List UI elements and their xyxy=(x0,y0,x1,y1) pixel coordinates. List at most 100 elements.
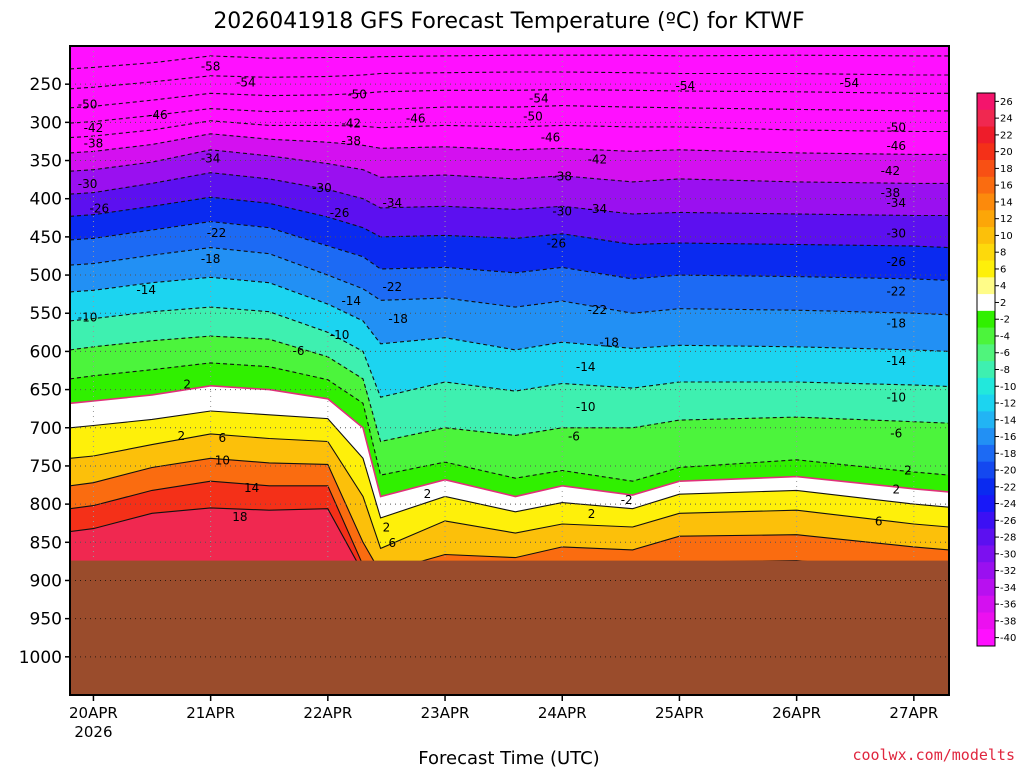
colorbar-label: 2 xyxy=(1000,298,1006,309)
colorbar-swatch xyxy=(977,109,995,127)
contour-label: -38 xyxy=(881,186,901,200)
colorbar-swatch xyxy=(977,327,995,345)
colorbar-swatch xyxy=(977,612,995,630)
colorbar-swatch xyxy=(977,93,995,111)
contour-label: 2 xyxy=(383,521,391,535)
colorbar: 26 24 22 20 18 16 14 12 10 8 6 4 2 -2 -4 -6 -8 -10 -12 -14 -… xyxy=(976,92,1016,647)
y-tick-label: 750 xyxy=(30,457,62,477)
colorbar-swatch xyxy=(977,578,995,597)
x-year-label: 2026 xyxy=(74,723,112,741)
x-tick-label: 21APR xyxy=(186,704,235,722)
contour-label: -42 xyxy=(84,121,104,135)
contour-label: -50 xyxy=(347,88,367,102)
contour-label: 2 xyxy=(904,463,912,477)
contour-label: -38 xyxy=(84,136,104,150)
contour-label: -50 xyxy=(886,120,906,134)
colorbar-label: -22 xyxy=(1000,482,1016,493)
x-tick-label: 25APR xyxy=(655,704,704,722)
colorbar-swatch xyxy=(977,361,995,379)
x-tick-label: 20APR xyxy=(69,704,118,722)
isotherm--6 xyxy=(70,335,949,443)
colorbar-label: -34 xyxy=(1000,583,1016,594)
colorbar-label: -28 xyxy=(1000,533,1016,544)
contour-label: -34 xyxy=(588,202,608,216)
colorbar-label: 22 xyxy=(1000,130,1013,141)
contour-label: -50 xyxy=(523,110,543,124)
y-tick-label: 950 xyxy=(30,610,62,630)
colorbar-label: 16 xyxy=(1000,181,1013,192)
contour-label: -6 xyxy=(293,344,305,358)
y-tick-label: 650 xyxy=(30,381,62,401)
contour-label: 18 xyxy=(232,510,247,524)
contour-label: -22 xyxy=(207,226,227,240)
y-tick-label: 450 xyxy=(30,228,62,248)
contour-label: -10 xyxy=(330,328,350,342)
contour-label: -22 xyxy=(886,285,906,299)
contour-label: -10 xyxy=(78,311,98,325)
contour-label: -18 xyxy=(388,312,408,326)
isotherm--34 xyxy=(70,149,949,184)
contour-label: -30 xyxy=(78,177,98,191)
contour-label: -46 xyxy=(406,111,426,125)
contour-label: 2 xyxy=(178,429,186,443)
contour-label: 6 xyxy=(875,514,883,528)
isotherm--26 xyxy=(70,196,949,249)
colorbar-label: -32 xyxy=(1000,566,1016,577)
y-tick-label: 550 xyxy=(30,304,62,324)
colorbar-swatch xyxy=(977,176,995,194)
contour-label: -14 xyxy=(576,360,596,374)
contour-label: 2 xyxy=(588,507,596,521)
below-ground-area xyxy=(70,560,949,695)
colorbar-swatch xyxy=(977,143,995,161)
colorbar-swatch xyxy=(977,344,995,362)
colorbar-swatch xyxy=(977,528,995,546)
contour-label: -42 xyxy=(881,164,901,178)
colorbar-swatch xyxy=(977,595,995,613)
colorbar-swatch xyxy=(977,394,995,412)
y-tick-label: 900 xyxy=(30,571,62,591)
colorbar-swatch xyxy=(977,562,995,580)
contour-label: -26 xyxy=(89,201,109,215)
colorbar-swatch xyxy=(977,210,995,228)
colorbar-label: -36 xyxy=(1000,600,1016,611)
y-tick-label: 600 xyxy=(30,342,62,362)
colorbar-label: 26 xyxy=(1000,97,1013,108)
contour-label: -54 xyxy=(529,91,549,105)
contour-label: 2 xyxy=(424,487,432,501)
contour-label: -18 xyxy=(201,252,221,266)
colorbar-label: -6 xyxy=(1000,348,1010,359)
colorbar-label: -4 xyxy=(1000,331,1010,342)
colorbar-swatch xyxy=(977,294,995,312)
colorbar-label: 6 xyxy=(1000,264,1006,275)
contour-label: -42 xyxy=(341,117,361,131)
colorbar-label: -12 xyxy=(1000,399,1016,410)
contour-label-box xyxy=(955,95,978,108)
isotherm--30 xyxy=(70,172,949,217)
contour-label: -2 xyxy=(621,493,633,507)
colorbar-swatch xyxy=(977,428,995,446)
colorbar-swatch xyxy=(977,545,995,563)
isotherm--2 xyxy=(70,362,949,482)
colorbar-label: 8 xyxy=(1000,248,1006,259)
contour-labels: -58 -54 -54 -54 -54 -54 -50 -50 -50 -50 -46 -46 -46 -… xyxy=(78,59,978,549)
colorbar-swatch xyxy=(977,478,995,496)
colorbar-label: 12 xyxy=(1000,214,1013,225)
contour-label: -26 xyxy=(330,206,350,220)
isotherm--42 xyxy=(70,120,949,139)
x-tick-label: 24APR xyxy=(538,704,587,722)
colorbar-label: -38 xyxy=(1000,616,1016,627)
isotherm--50 xyxy=(70,88,949,109)
contour-label: -54 xyxy=(675,79,695,93)
colorbar-label: -2 xyxy=(1000,315,1010,326)
colorbar-label: 24 xyxy=(1000,114,1013,125)
x-tick-label: 26APR xyxy=(772,704,821,722)
contour-label: -34 xyxy=(382,196,402,210)
isotherm--38 xyxy=(70,133,949,155)
colorbar-label: -8 xyxy=(1000,365,1010,376)
colorbar-label: 4 xyxy=(1000,281,1006,292)
contour-label: -14 xyxy=(136,283,156,297)
colorbar-label: 14 xyxy=(1000,197,1013,208)
contour-label: -30 xyxy=(312,181,332,195)
contour-label: -42 xyxy=(588,153,608,167)
